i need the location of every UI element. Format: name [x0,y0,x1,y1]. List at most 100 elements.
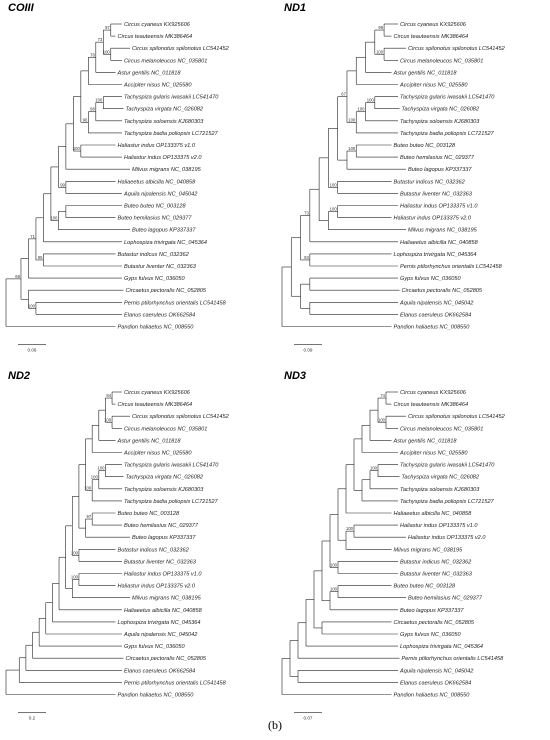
support-value: 100 [73,146,81,151]
panel-title: ND1 [284,2,307,14]
support-value: 100 [330,182,338,187]
tip-label: Butastur indicus NC_032362 [118,252,190,258]
tip-label: Buteo hemilasius NC_029377 [400,155,475,161]
tip-label: Haliastur indus OP133375 v1.0 [400,523,478,529]
tip-label: Milvus migrans NC_038195 [132,167,202,173]
tip-label: Lophospiza trivirgata NC_045364 [124,240,207,246]
tip-label: Astur gentilis NC_011818 [393,70,458,76]
support-value: 71 [30,234,35,239]
tip-label: Tachyspiza soloensis KJ680303 [124,119,204,125]
tip-label: Astur gentilis NC_011818 [117,438,182,444]
tree-panel-nd2: ND2 Circus cyaneus KX925606 Circus teaute… [2,368,272,721]
scale-bar-label: 0.09 [304,348,313,353]
support-value: 100 [104,417,112,422]
tip-label: Buteo hemilasius NC_029377 [118,216,193,222]
tip-label: Milvus migrans NC_038195 [394,547,464,553]
tip-label: Butastur indicus NC_032362 [394,179,466,185]
tree-panel-nd1: ND1 Circus cyaneus KX925606 Circus teaute… [278,0,548,353]
tip-label: Milvus migrans NC_038195 [408,228,478,234]
support-value: 98 [90,107,95,112]
support-value: 100 [367,98,375,103]
figure-caption: (b) [268,718,282,732]
tip-label: Buteo buteo NC_003128 [394,584,456,590]
tip-label: Accipiter nisus NC_025580 [399,83,468,89]
tip-label: Circus melanoleucos NC_035801 [400,58,483,64]
tip-label: Circaetus pectoralis NC_052805 [126,288,207,294]
tip-label: Circus spilonotus spilonotus LC541452 [132,46,230,52]
tip-label: Pandion haliaetus NC_008550 [118,325,195,331]
tip-label: Haliastur indus OP133375 v2.0 [408,535,486,541]
scale-bar-label: 0.2 [29,716,36,721]
support-value: 73 [304,211,309,216]
support-value: 100 [91,475,99,480]
tip-label: Tachyspiza gularis iwasakii LC541470 [124,95,219,101]
support-value: 93 [304,255,309,260]
tip-label: Butastur indicus NC_032362 [118,547,190,553]
tip-label: Circus spilonotus spilonotus LC541452 [408,414,506,420]
tip-label: Accipiter nisus NC_025580 [399,451,468,457]
tip-label: Tachyspiza soloensis KJ680303 [124,487,204,493]
tip-label: Tachyspiza badia poliopsis LC721527 [400,131,495,137]
support-value: 100 [348,117,356,122]
support-value: 95 [38,255,43,260]
tip-label: Tachyspiza gularis iwasakii LC541470 [400,463,495,469]
tip-label: Circus teauteensis MK386464 [394,402,469,408]
tip-label: Tachyspiza virgata NC_026082 [126,475,204,481]
tip-label: Haliastur indus OP133375 v2.0 [394,216,472,222]
tip-label: Circus cyaneus KX925606 [400,22,467,28]
tip-label: Tachyspiza badia poliopsis LC721527 [124,499,219,505]
tip-label: Elanus caeruleus OK662584 [124,312,195,318]
panel-title: ND3 [284,370,307,382]
support-value: 100 [28,303,36,308]
tip-label: Astur gentilis NC_011818 [393,438,458,444]
tip-label: Gyps fulvus NC_036050 [400,632,462,638]
support-value: 99 [60,182,65,187]
support-value: 100 [97,466,105,471]
support-value: 100 [330,207,338,212]
tip-label: Haliastur indus OP133375 v1.0 [124,572,202,578]
tip-label: Pernis ptilorhynchus orientalis LC541458 [124,680,227,686]
tip-label: Haliastur indus OP133375 v2.0 [118,584,196,590]
tip-label: Butastur indicus NC_032362 [400,559,472,565]
tree-panel-coiii: COIII Circus cyaneus KX925606 Circus teau… [2,0,272,353]
support-value: 100 [330,562,338,567]
support-value: 100 [348,146,356,151]
support-value: 84 [106,393,111,398]
tip-label: Aquila nipalensis NC_045042 [399,668,474,674]
tip-label: Buteo lagopus KP337337 [132,228,196,234]
support-value: 100 [84,485,92,490]
tip-label: Circus spilonotus spilonotus LC541452 [408,46,506,52]
tip-label: Buteo hemilasius NC_029377 [408,596,483,602]
tip-label: Circus teauteensis MK386464 [394,34,469,40]
tip-label: Lophospiza trivirgata NC_045364 [118,620,201,626]
support-value: 100 [71,575,79,580]
tip-label: Accipiter nisus NC_025580 [123,83,192,89]
tip-label: Circaetus pectoralis NC_052805 [394,620,475,626]
support-value: 100 [358,107,366,112]
panel-title: COIII [8,2,34,14]
phylogenetic-tree: Circus cyaneus KX925606 Circus teauteensi… [5,22,230,353]
tip-label: Circus cyaneus KX925606 [124,390,191,396]
phylogenetic-tree: Circus cyaneus KX925606 Circus teauteensi… [281,390,506,721]
support-value: 100 [103,49,111,54]
tip-label: Butastur liventer NC_032363 [124,559,197,565]
tip-label: Circus cyaneus KX925606 [400,390,467,396]
support-value: 99 [378,25,383,30]
tree-branches [5,23,130,327]
tree-panel-nd3: ND3 Circus cyaneus KX925606 Circus teaute… [278,368,548,721]
phylogenetic-tree: Circus cyaneus KX925606 Circus teauteensi… [5,390,230,721]
scale-bar-label: 0.07 [304,716,313,721]
tip-label: Haliaeetus albicilla NC_040858 [400,240,479,246]
tip-label: Circus melanoleucos NC_035801 [124,58,207,64]
tip-label: Gyps fulvus NC_036050 [124,644,186,650]
tip-label: Tachyspiza virgata NC_026082 [402,107,480,113]
tip-label: Buteo lagopus KP337337 [132,535,196,541]
tip-label: Haliaeetus albicilla NC_040858 [118,179,197,185]
tip-label: Butastur liventer NC_032363 [124,264,197,270]
support-value: 96 [83,117,88,122]
tip-label: Milvus migrans NC_038195 [132,596,202,602]
tip-label: Pandion haliaetus NC_008550 [394,325,471,331]
tip-label: Haliastur indus OP133375 v2.0 [124,155,202,161]
tip-label: Haliaeetus albicilla NC_040858 [124,608,203,614]
tip-label: Circus cyaneus KX925606 [124,22,191,28]
